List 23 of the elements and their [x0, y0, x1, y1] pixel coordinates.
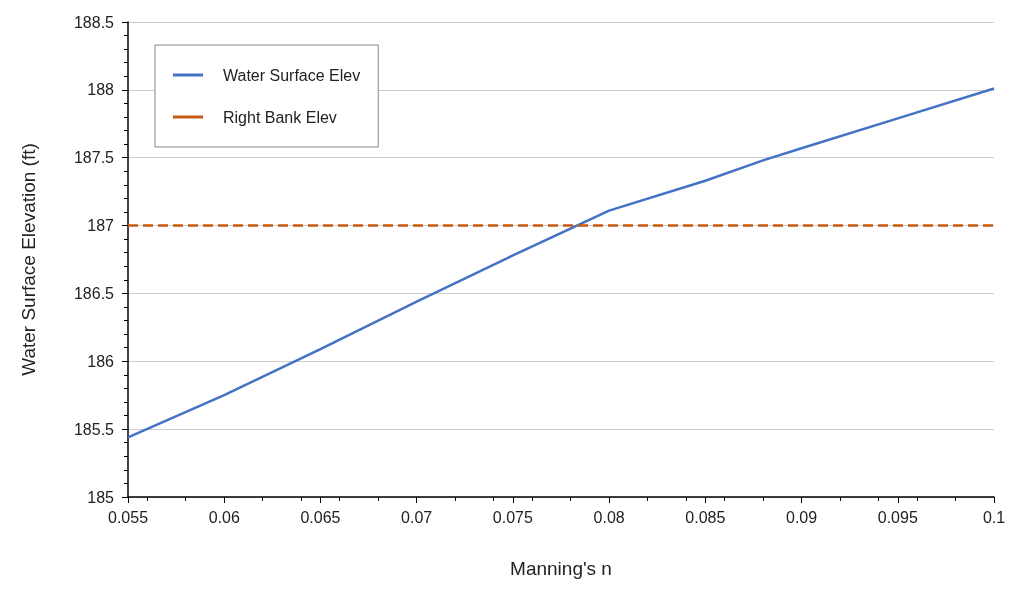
legend-label: Right Bank Elev: [223, 108, 337, 126]
y-tick-label: 188: [87, 81, 115, 99]
x-tick-label: 0.09: [785, 508, 818, 526]
x-tick-label: 0.06: [208, 508, 240, 526]
y-tick-label: 188.5: [73, 13, 115, 31]
y-tick-label: 187: [87, 217, 115, 235]
y-axis-title: Water Surface Elevation (ft): [18, 143, 39, 376]
y-tick-label: 185: [87, 488, 115, 506]
x-tick-label: 0.07: [401, 508, 433, 526]
x-tick-label: 0.08: [593, 508, 625, 526]
y-tick-label: 185.5: [73, 420, 115, 438]
x-tick-label: 0.095: [877, 508, 918, 526]
x-tick-label: 0.065: [300, 508, 341, 526]
x-tick-label: 0.1: [982, 508, 1006, 526]
y-tick-label: 186: [87, 352, 115, 370]
x-axis-title: Manning's n: [510, 558, 612, 579]
y-tick-label: 187.5: [73, 149, 115, 167]
x-tick-label: 0.085: [685, 508, 726, 526]
line-series: [126, 87, 996, 439]
legend-label: Water Surface Elev: [223, 66, 361, 84]
y-tick-label: 186.5: [73, 284, 115, 302]
x-tick-label: 0.075: [492, 508, 534, 526]
x-tick-label: 0.055: [107, 508, 149, 526]
